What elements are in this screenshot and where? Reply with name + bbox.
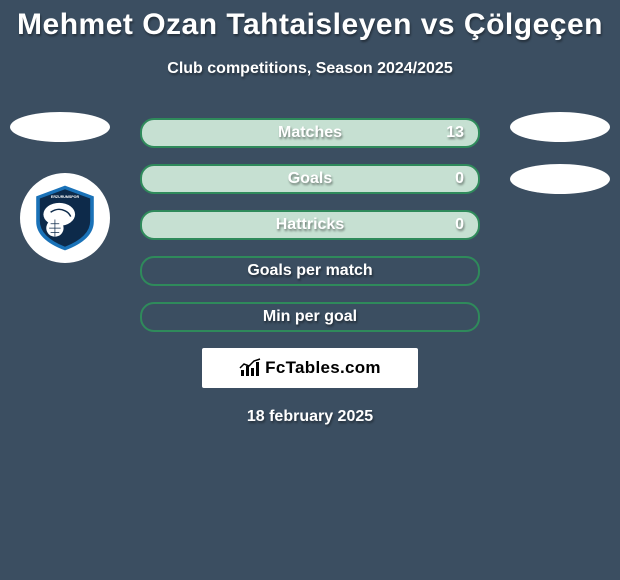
stat-row-min-per-goal: Min per goal <box>140 302 480 332</box>
team-shield-icon: ERZURUMSPOR <box>29 182 101 254</box>
stat-label: Goals <box>288 170 332 188</box>
stats-bars: Matches 13 Goals 0 Hattricks 0 Goals per… <box>140 118 480 332</box>
stat-label: Goals per match <box>247 262 372 280</box>
branding-text: FcTables.com <box>265 358 381 378</box>
page-subtitle: Club competitions, Season 2024/2025 <box>0 60 620 78</box>
branding-box: FcTables.com <box>202 348 418 388</box>
stat-row-goals: Goals 0 <box>140 164 480 194</box>
svg-text:ERZURUMSPOR: ERZURUMSPOR <box>51 195 80 199</box>
stat-label: Matches <box>278 124 342 142</box>
stat-label: Min per goal <box>263 308 357 326</box>
stat-value: 0 <box>455 170 464 188</box>
stat-value: 0 <box>455 216 464 234</box>
player-left-placeholder <box>10 112 110 142</box>
team-badge: ERZURUMSPOR <box>20 173 110 263</box>
stat-row-matches: Matches 13 <box>140 118 480 148</box>
stat-value: 13 <box>446 124 464 142</box>
page-title: Mehmet Ozan Tahtaisleyen vs Çölgeçen <box>0 0 620 42</box>
stat-row-goals-per-match: Goals per match <box>140 256 480 286</box>
stats-area: ERZURUMSPOR Matches 13 Goals 0 Hattricks… <box>0 118 620 426</box>
chart-icon <box>239 358 263 378</box>
stat-row-hattricks: Hattricks 0 <box>140 210 480 240</box>
player-right-placeholder-2 <box>510 164 610 194</box>
player-right-placeholder-1 <box>510 112 610 142</box>
stat-label: Hattricks <box>276 216 344 234</box>
footer-date: 18 february 2025 <box>0 408 620 426</box>
